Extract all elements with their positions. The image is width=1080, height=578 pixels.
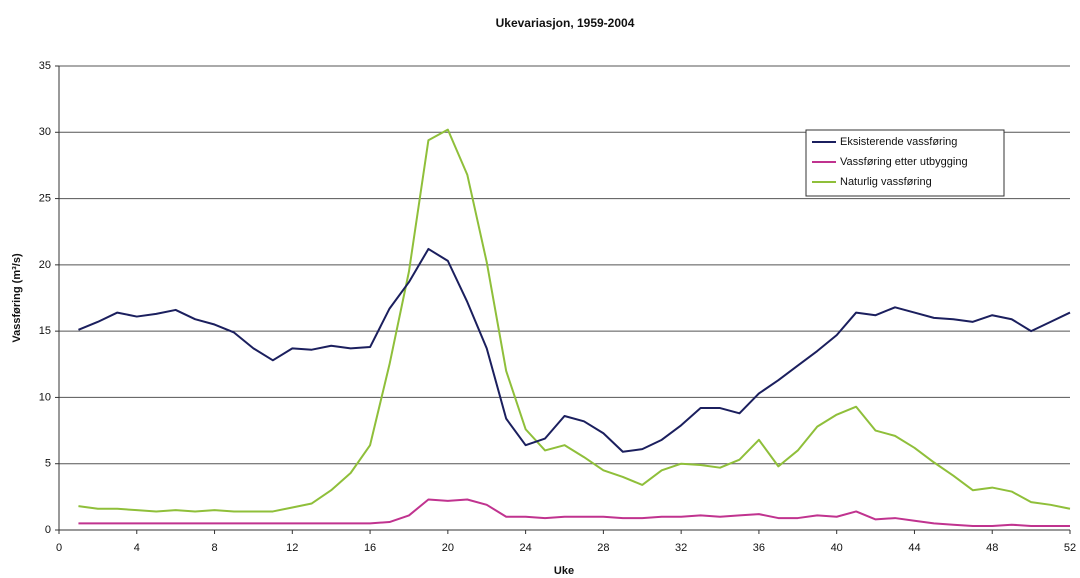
- chart-title: Ukevariasjon, 1959-2004: [496, 16, 635, 30]
- y-tick-label: 25: [39, 192, 51, 204]
- legend-label: Eksisterende vassføring: [840, 136, 957, 148]
- x-tick-label: 8: [211, 542, 217, 554]
- legend-label: Vassføring etter utbygging: [840, 156, 968, 168]
- legend-box: [805, 129, 1005, 197]
- y-tick-label: 35: [39, 60, 51, 72]
- x-tick-label: 0: [56, 542, 62, 554]
- x-tick-label: 24: [519, 542, 531, 554]
- x-tick-label: 16: [364, 542, 376, 554]
- y-tick-label: 0: [45, 524, 51, 536]
- x-tick-label: 48: [986, 542, 998, 554]
- legend-label: Naturlig vassføring: [840, 176, 932, 188]
- series-line: [78, 498, 1070, 528]
- x-tick-label: 52: [1064, 542, 1076, 554]
- y-tick-label: 15: [39, 325, 51, 337]
- x-tick-label: 12: [286, 542, 298, 554]
- x-tick-label: 40: [831, 542, 843, 554]
- y-axis-title: Vassføring (m³/s): [11, 253, 23, 343]
- y-tick-label: 5: [45, 458, 51, 470]
- x-tick-label: 32: [675, 542, 687, 554]
- y-tick-label: 10: [39, 391, 51, 403]
- x-tick-label: 4: [134, 542, 140, 554]
- y-tick-label: 20: [39, 259, 51, 271]
- x-tick-label: 28: [597, 542, 609, 554]
- x-tick-label: 44: [908, 542, 920, 554]
- series-line: [78, 247, 1071, 453]
- x-axis-title: Uke: [554, 565, 574, 577]
- y-tick-label: 30: [39, 126, 51, 138]
- x-tick-label: 36: [753, 542, 765, 554]
- x-tick-label: 20: [442, 542, 454, 554]
- series-line: [78, 128, 1071, 513]
